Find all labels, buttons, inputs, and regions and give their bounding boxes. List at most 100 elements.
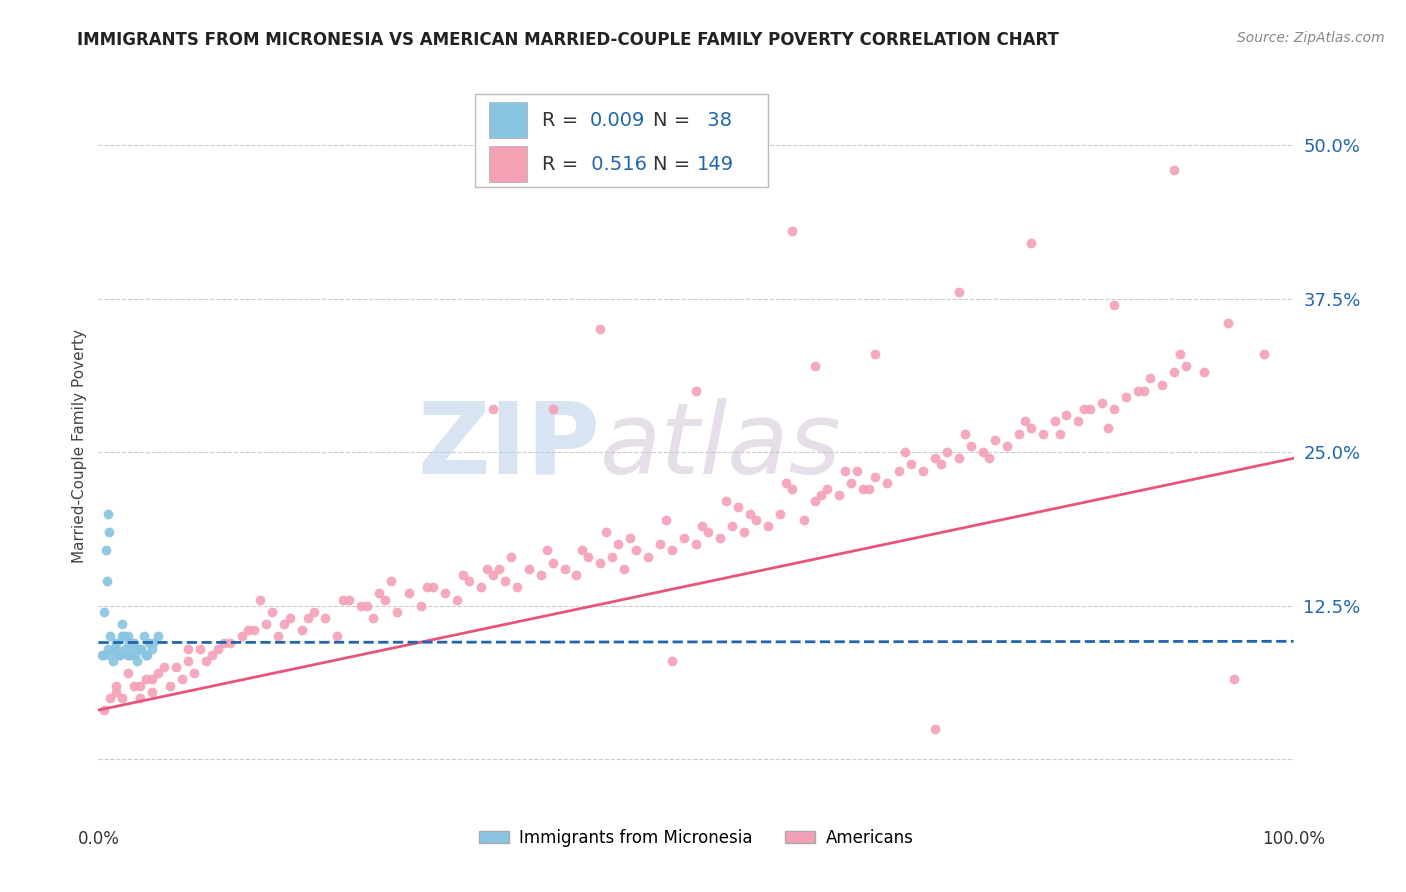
Point [865, 347, 887, 361]
Point [172, 673, 194, 687]
Point [273, 617, 295, 632]
Point [889, 464, 911, 478]
Point [207, 641, 229, 656]
Point [1128, 384, 1150, 398]
Point [506, 580, 529, 594]
Point [721, 519, 744, 533]
Point [148, 629, 170, 643]
Point [780, 482, 803, 496]
Point [541, 556, 564, 570]
Point [775, 475, 797, 490]
Point [924, 451, 946, 466]
Point [960, 439, 983, 453]
Point [212, 635, 235, 649]
Point [398, 586, 420, 600]
Point [499, 549, 522, 564]
Point [661, 654, 683, 668]
Point [141, 673, 163, 687]
Point [434, 586, 457, 600]
Point [138, 635, 160, 649]
Point [1115, 390, 1137, 404]
Point [141, 641, 163, 656]
Point [900, 458, 922, 472]
Point [117, 666, 139, 681]
Point [97, 507, 120, 521]
Point [648, 537, 672, 551]
Point [117, 648, 139, 662]
Point [1192, 365, 1215, 379]
Point [1223, 673, 1246, 687]
Point [124, 641, 146, 656]
Point [98, 690, 122, 705]
Point [94, 543, 117, 558]
Point [475, 562, 498, 576]
Point [129, 690, 152, 705]
Point [91, 648, 114, 662]
Point [124, 679, 146, 693]
Point [810, 488, 832, 502]
Point [105, 641, 128, 656]
Point [183, 666, 205, 681]
Point [685, 384, 707, 398]
Point [936, 445, 959, 459]
Point [1139, 371, 1161, 385]
Point [1133, 384, 1156, 398]
Point [1008, 426, 1031, 441]
Point [297, 611, 319, 625]
Text: atlas: atlas [600, 398, 842, 494]
Point [177, 641, 200, 656]
Point [661, 543, 683, 558]
Point [129, 679, 152, 693]
Point [141, 684, 163, 698]
Point [93, 605, 115, 619]
Point [834, 464, 856, 478]
Point [756, 519, 779, 533]
Point [1049, 426, 1071, 441]
Point [804, 359, 827, 373]
Point [243, 624, 266, 638]
Point [124, 648, 146, 662]
Point [613, 562, 636, 576]
Point [105, 684, 128, 698]
Point [135, 648, 157, 662]
Point [98, 648, 122, 662]
Point [924, 722, 946, 736]
Point [541, 402, 564, 417]
Point [363, 611, 385, 625]
Point [738, 507, 761, 521]
Point [124, 635, 146, 649]
Point [111, 629, 134, 643]
Point [385, 605, 409, 619]
Point [841, 475, 863, 490]
FancyBboxPatch shape [489, 146, 527, 182]
Point [1253, 347, 1275, 361]
Point [1091, 396, 1114, 410]
Point [1097, 420, 1119, 434]
Point [1175, 359, 1198, 373]
Point [655, 513, 678, 527]
Point [1073, 402, 1095, 417]
Point [96, 574, 118, 588]
Point [768, 507, 790, 521]
Point [619, 531, 641, 545]
Point [114, 641, 136, 656]
Point [1216, 316, 1239, 330]
Point [846, 464, 869, 478]
Text: R =: R = [541, 111, 585, 129]
Point [1014, 414, 1036, 428]
Text: 0.009: 0.009 [589, 111, 645, 129]
Point [865, 469, 887, 483]
Point [236, 624, 259, 638]
Point [852, 482, 875, 496]
Point [697, 524, 720, 539]
Point [131, 641, 153, 656]
Point [709, 531, 731, 545]
Legend: Immigrants from Micronesia, Americans: Immigrants from Micronesia, Americans [472, 822, 920, 854]
Point [103, 641, 125, 656]
Point [339, 592, 361, 607]
Point [380, 574, 402, 588]
Point [1032, 426, 1054, 441]
Point [858, 482, 880, 496]
Point [117, 648, 139, 662]
Point [607, 537, 630, 551]
